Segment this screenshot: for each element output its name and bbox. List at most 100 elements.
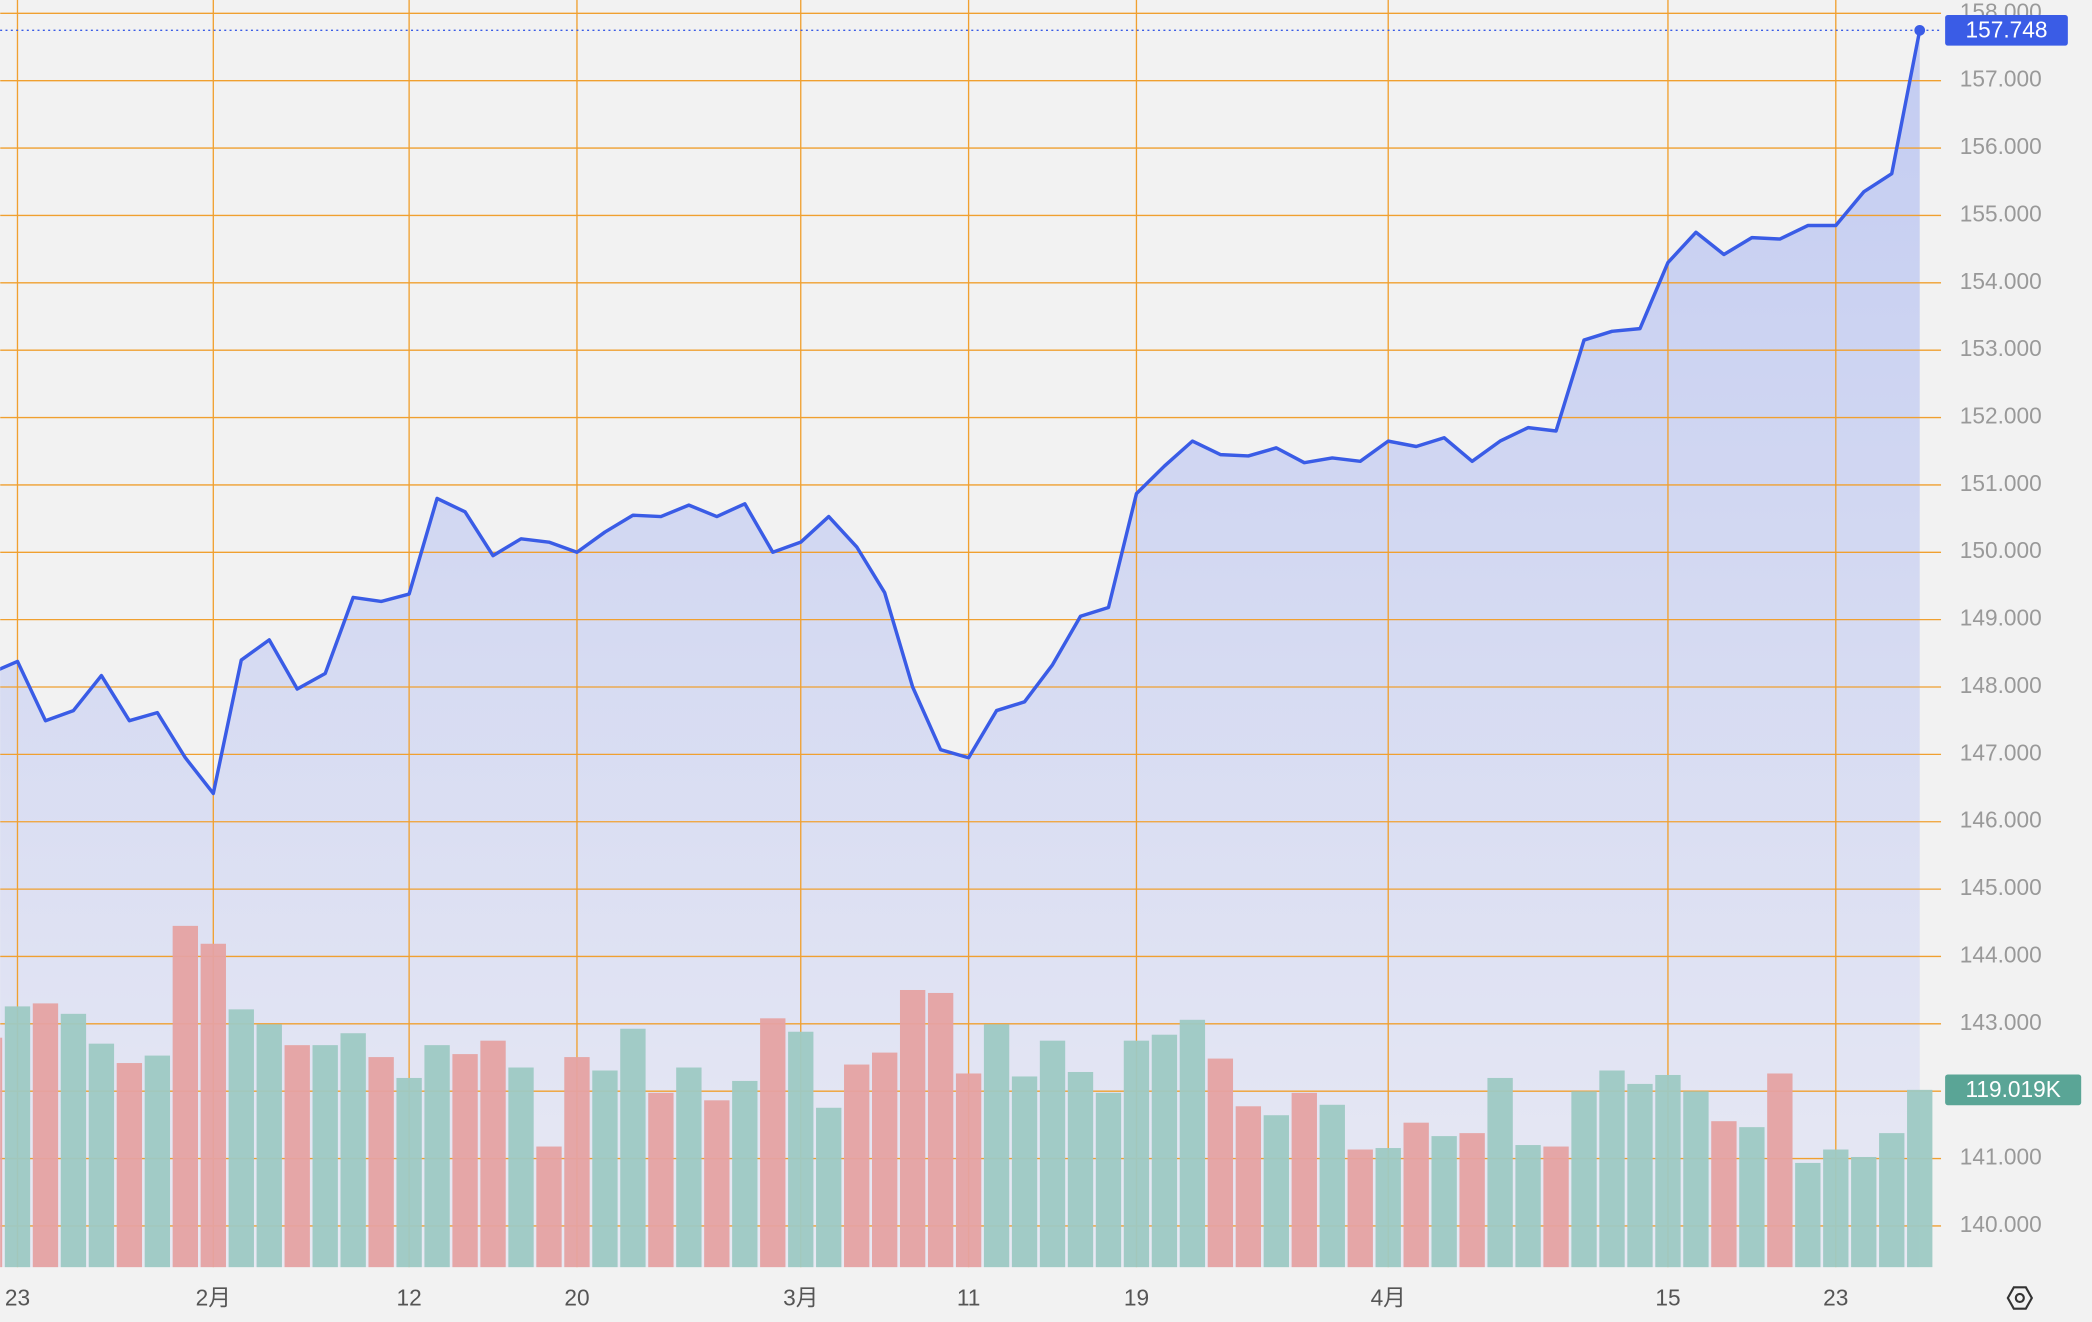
volume-bar: [312, 1045, 338, 1268]
volume-bar: [1207, 1058, 1234, 1268]
price-line: [0, 29, 1922, 796]
volume-bar: [396, 1077, 422, 1268]
volume-bar: [1431, 1136, 1457, 1268]
last-price-box: [1945, 14, 2068, 46]
volume-bar: [1879, 1133, 1905, 1268]
volume-bar: [1851, 1156, 1877, 1268]
volume-bar: [424, 1045, 450, 1268]
volume-bar: [1655, 1074, 1681, 1268]
y-tick-label: 141.000: [1960, 1144, 2042, 1170]
volume-bar: [1739, 1127, 1765, 1268]
volume-bar: [284, 1045, 310, 1268]
y-tick-label: 143.000: [1960, 1009, 2042, 1035]
y-tick-label: 147.000: [1960, 739, 2042, 765]
volume-bar: [788, 1031, 814, 1268]
volume-bar: [60, 1013, 87, 1268]
volume-bar: [1823, 1149, 1849, 1268]
volume-bar: [1515, 1145, 1541, 1268]
volume-bar: [592, 1070, 618, 1268]
volume-bar: [340, 1033, 366, 1268]
volume-bar: [480, 1040, 506, 1268]
settings-hexagon[interactable]: [2006, 1286, 2034, 1310]
x-tick-label: 4月: [1371, 1284, 1406, 1310]
volume-bar: [955, 1073, 982, 1268]
volume-bar: [508, 1067, 534, 1268]
volume-bar: [760, 1018, 786, 1268]
volume-bar: [1039, 1040, 1066, 1268]
volume-bar: [1795, 1162, 1821, 1268]
volume-bar: [1599, 1070, 1625, 1268]
y-tick-label: 155.000: [1960, 200, 2042, 226]
volume-bar: [1571, 1091, 1597, 1268]
volume-bar: [1095, 1092, 1122, 1268]
y-tick-label: 144.000: [1960, 941, 2042, 967]
volume-bar: [1767, 1073, 1793, 1268]
volume-bar: [564, 1057, 590, 1268]
volume-bar: [0, 1037, 3, 1268]
volume-bar: [648, 1092, 674, 1268]
price-area: [0, 30, 1920, 1268]
volume-bar: [1151, 1034, 1178, 1268]
x-tick-label: 3月: [783, 1284, 818, 1310]
y-tick-label: 156.000: [1960, 133, 2042, 159]
x-tick-label: 23: [1823, 1284, 1848, 1310]
volume-bar: [368, 1057, 394, 1268]
volume-bar: [844, 1064, 870, 1268]
volume-bar: [116, 1063, 143, 1268]
volume-bar: [452, 1054, 478, 1268]
volume-bar: [1179, 1019, 1206, 1268]
volume-bar: [1235, 1106, 1262, 1268]
volume-bar: [1375, 1148, 1401, 1268]
volume-bar: [620, 1028, 646, 1268]
x-tick-label: 2月: [196, 1284, 231, 1310]
y-tick-label: 148.000: [1960, 672, 2042, 698]
volume-bar: [676, 1067, 702, 1268]
last-price-label: 157.748: [1966, 17, 2048, 43]
volume-bar: [872, 1052, 898, 1268]
y-tick-label: 151.000: [1960, 470, 2042, 496]
y-tick-label: 154.000: [1960, 268, 2042, 294]
volume-bar: [172, 925, 198, 1268]
volume-bar: [1487, 1077, 1513, 1268]
volume-bar: [704, 1100, 730, 1268]
volume-bar: [1011, 1076, 1038, 1268]
y-tick-label: 153.000: [1960, 335, 2042, 361]
volume-bar: [927, 992, 954, 1268]
y-tick-label: 150.000: [1960, 537, 2042, 563]
y-tick-label: 146.000: [1960, 807, 2042, 833]
settings-dot[interactable]: [2014, 1292, 2025, 1304]
volume-bar: [200, 943, 226, 1268]
volume-bar: [1459, 1133, 1485, 1268]
volume-bar: [144, 1055, 171, 1268]
x-tick-label: 19: [1124, 1284, 1149, 1310]
x-tick-label: 12: [397, 1284, 422, 1310]
x-tick-label: 15: [1655, 1284, 1680, 1310]
y-tick-label: 149.000: [1960, 605, 2042, 631]
y-tick-label: 145.000: [1960, 874, 2042, 900]
volume-bar: [256, 1024, 282, 1268]
last-price-dot: [1914, 24, 1926, 36]
volume-bar: [816, 1107, 842, 1268]
volume-bar: [228, 1009, 254, 1268]
volume-bar: [1291, 1092, 1317, 1268]
volume-bar: [1683, 1091, 1709, 1268]
volume-label-box: [1945, 1074, 2082, 1106]
volume-bar: [1403, 1122, 1429, 1268]
volume-bar: [1543, 1146, 1569, 1268]
x-tick-label: 11: [957, 1284, 981, 1310]
volume-bar: [88, 1043, 115, 1268]
volume-bar: [732, 1080, 758, 1268]
y-tick-label: 152.000: [1960, 403, 2042, 429]
volume-bar: [32, 1003, 59, 1268]
settings-icon[interactable]: [2006, 1286, 2034, 1310]
volume-bar: [536, 1146, 562, 1268]
volume-bar: [1711, 1121, 1737, 1268]
y-tick-label: 140.000: [1960, 1211, 2042, 1237]
volume-bar: [1347, 1149, 1373, 1268]
volume-bar: [4, 1006, 31, 1268]
volume-bar: [1263, 1115, 1289, 1268]
volume-value-label: 119.019K: [1965, 1076, 2060, 1102]
